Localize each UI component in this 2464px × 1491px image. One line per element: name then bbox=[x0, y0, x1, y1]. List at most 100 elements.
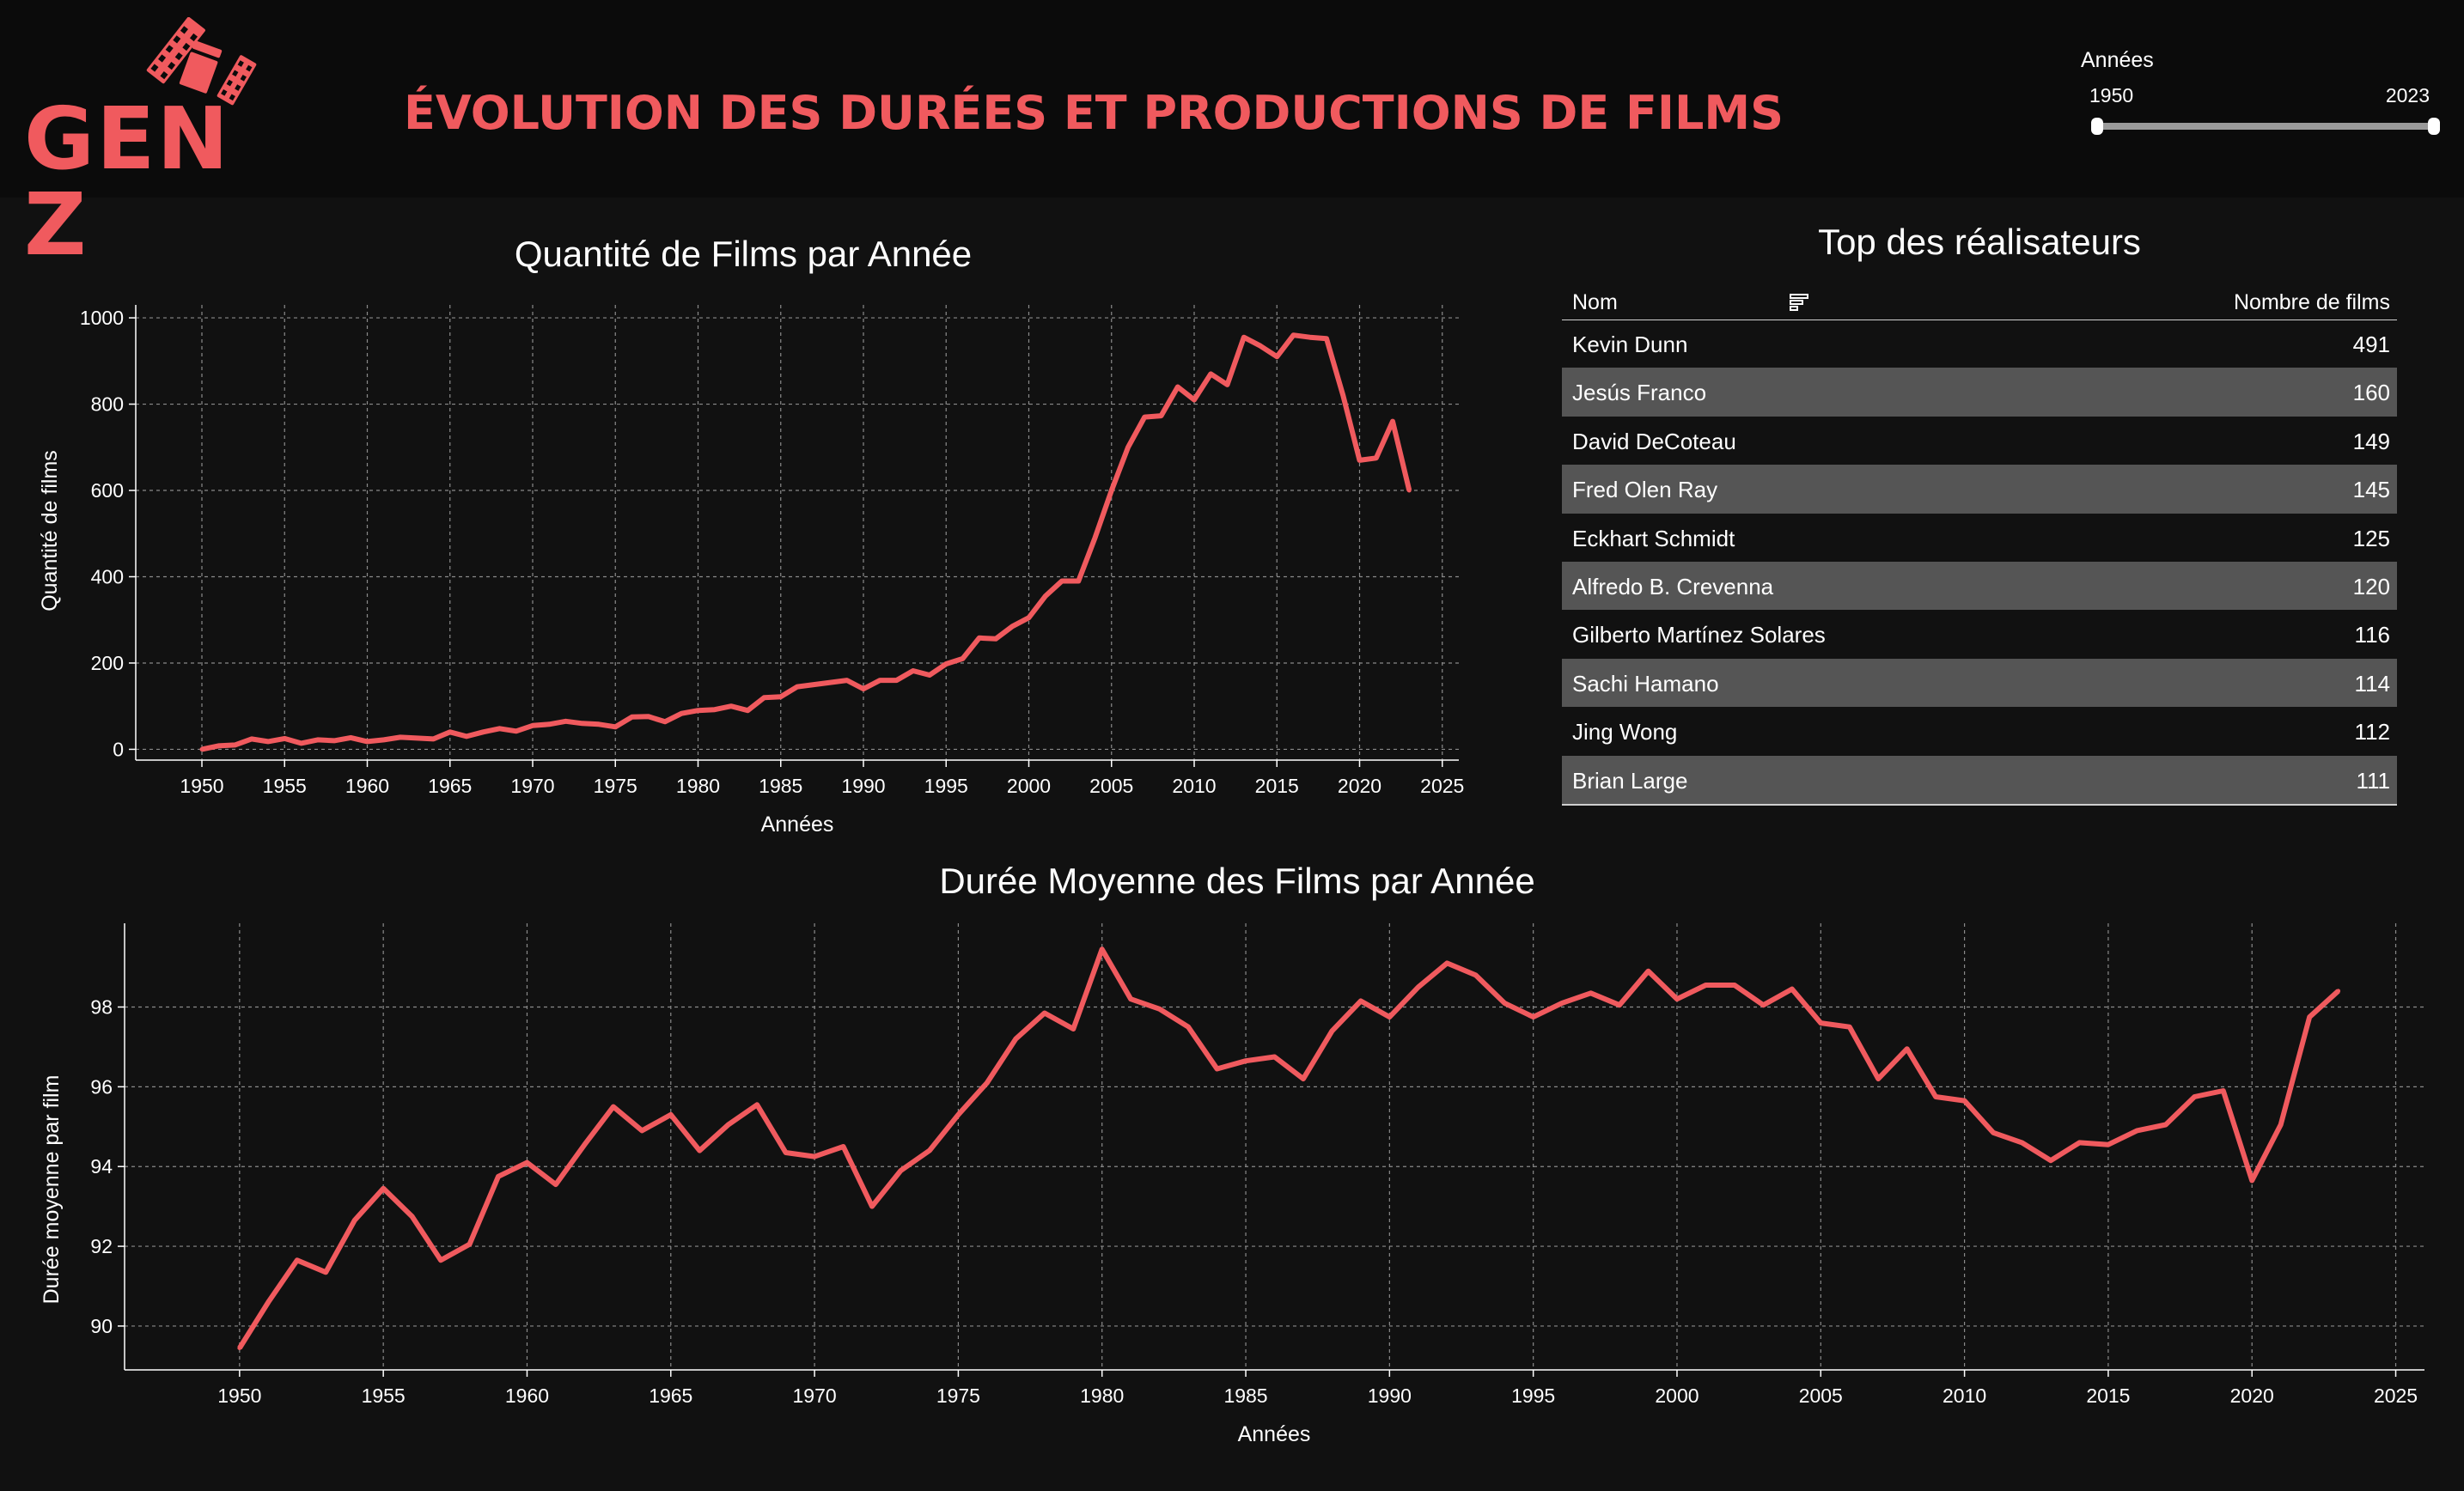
data-point bbox=[2048, 1158, 2053, 1163]
data-point bbox=[530, 723, 535, 728]
data-point bbox=[365, 739, 369, 744]
data-point bbox=[410, 1214, 415, 1219]
data-point bbox=[668, 1112, 674, 1117]
x-axis-ticks: 1950 1955 1960 1965 1970 1975 1980 1985 1990 1995… bbox=[217, 1370, 2418, 1407]
data-point bbox=[1274, 354, 1279, 359]
data-point bbox=[414, 735, 419, 740]
data-point bbox=[282, 736, 287, 741]
x-tick-label: 2025 bbox=[2374, 1384, 2418, 1407]
data-point bbox=[1847, 1025, 1852, 1030]
data-point bbox=[596, 721, 601, 727]
data-point bbox=[1760, 1002, 1766, 1007]
y-tick-label: 200 bbox=[91, 652, 124, 674]
data-point bbox=[233, 742, 237, 747]
slider-handle-min[interactable] bbox=[2091, 118, 2103, 135]
data-point bbox=[1703, 983, 1708, 988]
data-point bbox=[1215, 1066, 1220, 1071]
slider-track[interactable] bbox=[2096, 123, 2436, 130]
slider-handle-max[interactable] bbox=[2428, 118, 2440, 135]
data-point bbox=[1589, 990, 1594, 995]
table-row[interactable]: Kevin Dunn 491 bbox=[1562, 320, 2397, 368]
data-point bbox=[1962, 1098, 1967, 1104]
x-tick-label: 1985 bbox=[759, 775, 802, 797]
data-point bbox=[1301, 1076, 1306, 1081]
x-tick-label: 1960 bbox=[505, 1384, 549, 1407]
data-point bbox=[348, 735, 353, 740]
film-count: 160 bbox=[2352, 380, 2390, 406]
x-tick-label: 2010 bbox=[1172, 775, 1216, 797]
director-name: Brian Large bbox=[1572, 767, 1688, 794]
director-name: Fred Olen Ray bbox=[1572, 477, 1718, 503]
data-point bbox=[697, 1148, 702, 1153]
filter-sort-icon[interactable] bbox=[1789, 292, 1809, 317]
chart-axes bbox=[124, 923, 2424, 1371]
x-tick-label: 2025 bbox=[1420, 775, 1464, 797]
x-tick-label: 2020 bbox=[2230, 1384, 2274, 1407]
x-tick-label: 1995 bbox=[924, 775, 968, 797]
data-point bbox=[332, 738, 337, 743]
y-tick-label: 1000 bbox=[80, 307, 124, 329]
film-count: 112 bbox=[2354, 719, 2390, 746]
avg-duration-chart: Durée Moyenne des Films par Année 1950 19… bbox=[40, 861, 2424, 1446]
table-row[interactable]: Sachi Hamano 114 bbox=[1562, 658, 2397, 708]
column-header-name[interactable]: Nom bbox=[1572, 290, 1618, 314]
data-point bbox=[2077, 1140, 2082, 1145]
data-point bbox=[546, 721, 552, 727]
data-point bbox=[295, 1257, 300, 1263]
director-name: David DeCoteau bbox=[1572, 428, 1736, 454]
table-row[interactable]: Fred Olen Ray 145 bbox=[1562, 465, 2397, 514]
data-point bbox=[1559, 1001, 1564, 1006]
data-point bbox=[1340, 393, 1345, 398]
data-point bbox=[1100, 946, 1105, 952]
table-row[interactable]: Eckhart Schmidt 125 bbox=[1562, 514, 2397, 562]
data-point bbox=[582, 1142, 587, 1147]
table-row[interactable]: Jesús Franco 160 bbox=[1562, 368, 2397, 417]
data-point bbox=[2249, 1178, 2254, 1183]
film-count: 114 bbox=[2354, 670, 2390, 697]
x-tick-label: 2000 bbox=[1655, 1384, 1699, 1407]
year-range-slider[interactable]: Années 1950 2023 bbox=[2079, 45, 2440, 139]
x-tick-label: 2010 bbox=[1943, 1384, 1986, 1407]
column-header-count[interactable]: Nombre de films bbox=[2234, 290, 2390, 314]
data-point bbox=[448, 729, 453, 734]
data-point bbox=[323, 1269, 328, 1275]
data-point bbox=[1157, 1007, 1162, 1012]
data-point bbox=[927, 672, 932, 678]
table-row[interactable]: Jing Wong 112 bbox=[1562, 707, 2397, 755]
data-point bbox=[564, 719, 568, 724]
film-count: 149 bbox=[2352, 428, 2390, 454]
slider-label: Années bbox=[2081, 48, 2154, 72]
y-tick-label: 800 bbox=[91, 393, 124, 416]
data-point bbox=[2163, 1122, 2168, 1127]
data-point bbox=[993, 636, 998, 642]
x-tick-label: 1960 bbox=[345, 775, 389, 797]
table-row[interactable]: Brian Large 111 bbox=[1562, 755, 2397, 804]
data-point bbox=[1617, 1002, 1622, 1007]
data-point bbox=[1473, 972, 1479, 977]
data-point bbox=[696, 708, 700, 713]
director-name: Eckhart Schmidt bbox=[1572, 525, 1735, 551]
y-axis-label: Durée moyenne par film bbox=[40, 1075, 64, 1305]
table-row[interactable]: David DeCoteau 149 bbox=[1562, 417, 2397, 465]
data-point bbox=[1390, 419, 1395, 424]
data-point bbox=[1159, 413, 1163, 418]
data-point bbox=[811, 682, 816, 687]
data-point bbox=[381, 1186, 386, 1191]
table-row[interactable]: Gilberto Martínez Solares 116 bbox=[1562, 610, 2397, 658]
data-point bbox=[1175, 384, 1180, 389]
data-point bbox=[1502, 1001, 1507, 1006]
y-tick-label: 92 bbox=[90, 1235, 113, 1257]
slider-max-label: 2023 bbox=[2385, 84, 2430, 106]
y-tick-label: 90 bbox=[90, 1315, 113, 1337]
film-count: 125 bbox=[2352, 525, 2390, 551]
data-point bbox=[315, 737, 320, 742]
data-point bbox=[2307, 1014, 2312, 1019]
data-point bbox=[1406, 488, 1412, 493]
data-point bbox=[877, 678, 882, 683]
table-row[interactable]: Alfredo B. Crevenna 120 bbox=[1562, 561, 2397, 611]
data-point bbox=[812, 1154, 817, 1159]
y-tick-label: 600 bbox=[91, 479, 124, 502]
data-point bbox=[611, 1105, 616, 1110]
x-tick-label: 1985 bbox=[1223, 1384, 1267, 1407]
data-point bbox=[1208, 371, 1213, 376]
